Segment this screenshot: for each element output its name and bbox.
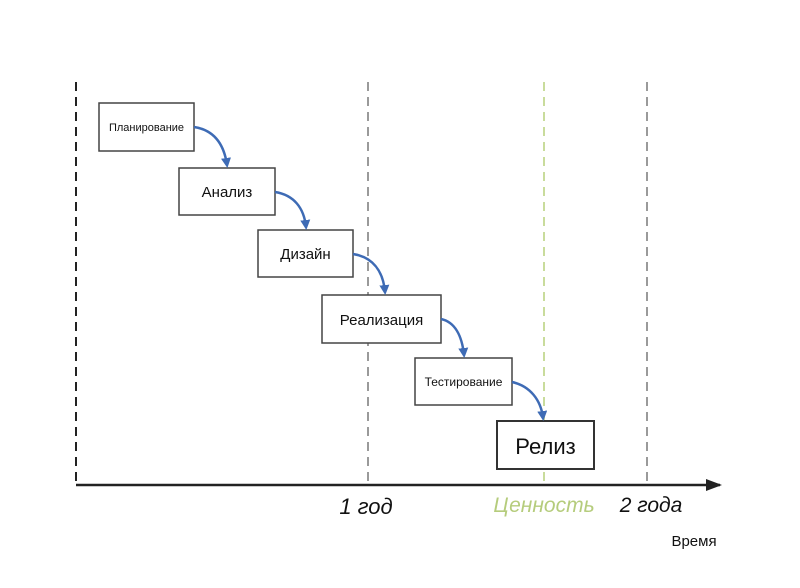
stage-testing-label: Тестирование xyxy=(425,375,503,389)
stage-analysis-label: Анализ xyxy=(202,184,253,201)
arrow-analysis-to-design xyxy=(274,190,311,230)
stage-planning-label: Планирование xyxy=(109,122,184,134)
stage-release-label: Релиз xyxy=(515,434,575,459)
arrow-implementation-to-testing xyxy=(440,317,469,358)
arrow-planning-to-analysis xyxy=(193,125,231,168)
value-label: Ценность xyxy=(493,494,594,517)
arrow-design-to-implementation xyxy=(352,252,390,295)
stage-implementation-label: Реализация xyxy=(340,312,423,329)
arrow-testing-to-release xyxy=(511,380,548,421)
stage-analysis: Анализ xyxy=(178,167,276,216)
stage-implementation: Реализация xyxy=(321,294,442,344)
one-year-label: 1 год xyxy=(339,494,392,519)
two-years-label: 2 года xyxy=(619,494,683,517)
stage-testing: Тестирование xyxy=(414,357,513,406)
stage-design: Дизайн xyxy=(257,229,354,278)
time-axis-label: Время xyxy=(671,533,716,550)
stage-release: Релиз xyxy=(496,420,595,470)
stage-design-label: Дизайн xyxy=(280,246,330,263)
stage-planning: Планирование xyxy=(98,102,195,152)
